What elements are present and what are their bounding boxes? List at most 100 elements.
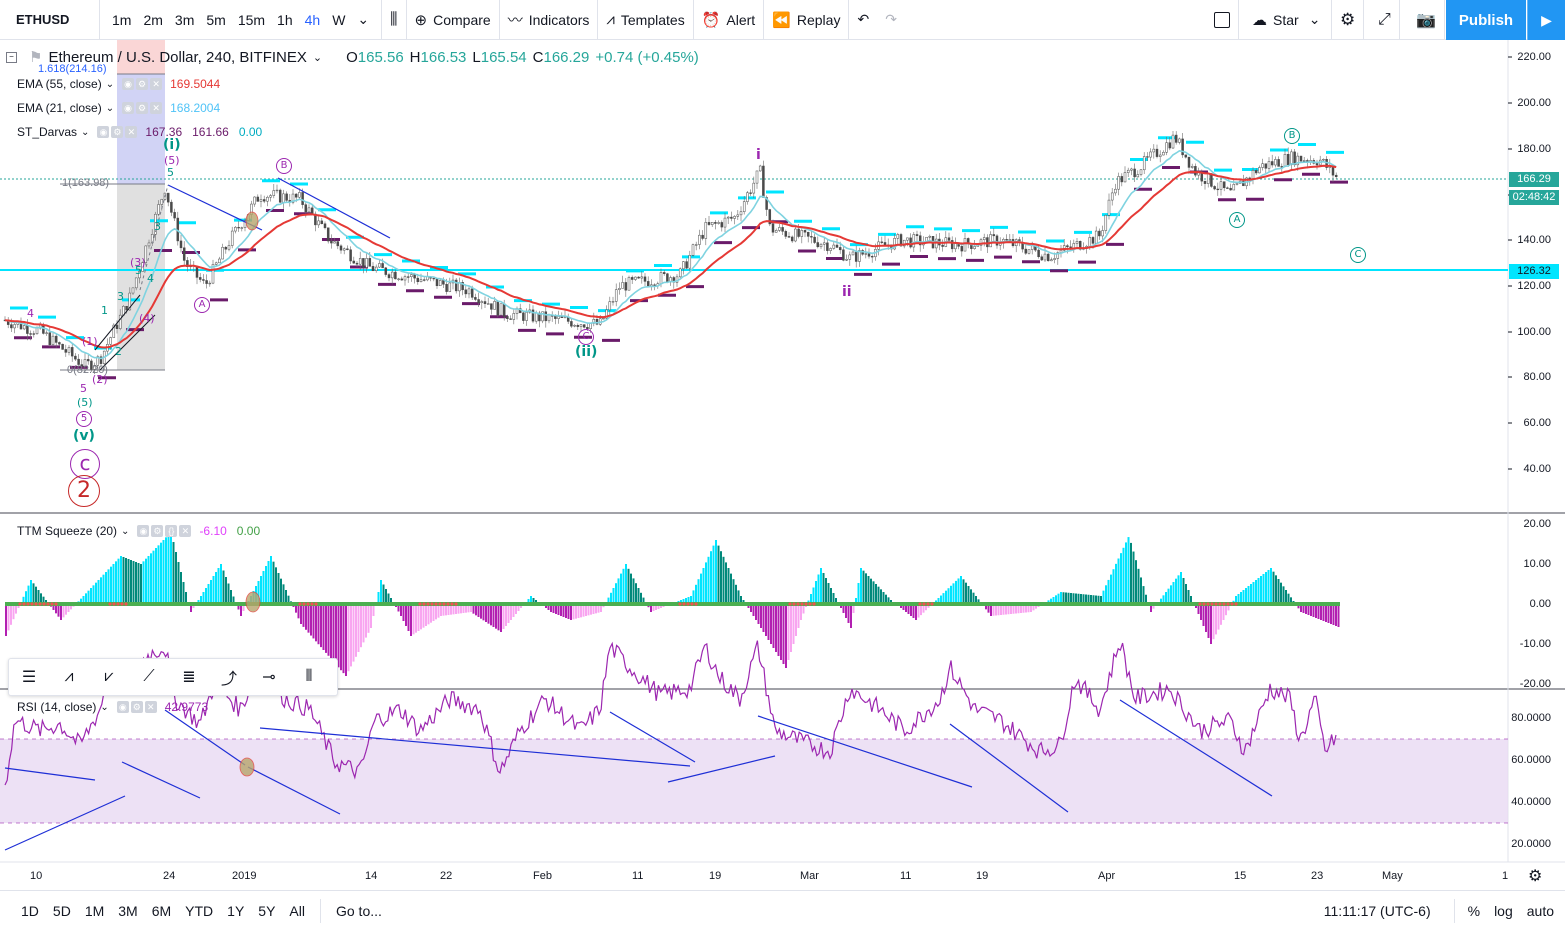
clock-display[interactable]: 11:11:17 (UTC-6) — [1323, 903, 1431, 919]
fib-retracement-icon[interactable]: ≣ — [182, 669, 196, 686]
range-5d[interactable]: 5D — [52, 903, 71, 919]
gear-icon[interactable]: ⚙ — [151, 525, 164, 537]
wave-label-n1[interactable]: 1 — [101, 304, 108, 317]
interval-1m[interactable]: 1m — [112, 11, 132, 28]
close-icon[interactable]: ✕ — [150, 78, 163, 90]
gear-icon[interactable]: ⚙ — [136, 78, 149, 90]
indicators-button[interactable]: 〰 Indicators — [500, 0, 599, 40]
channel-line-2[interactable] — [99, 314, 156, 371]
publish-menu-button[interactable]: ▶ — [1527, 0, 1565, 40]
gear-icon[interactable]: ⚙ — [1528, 868, 1543, 885]
elliott-correction-icon[interactable]: ⩗ — [104, 668, 114, 685]
braces-icon[interactable]: {} — [165, 525, 178, 537]
range-5y[interactable]: 5Y — [258, 903, 276, 919]
close-icon[interactable]: ✕ — [179, 525, 192, 537]
elliott-impulse-icon[interactable]: ⩘ — [64, 668, 74, 685]
eye-icon[interactable]: ◉ — [116, 701, 129, 713]
wave-label-p2[interactable]: (2) — [92, 373, 108, 386]
trendline-icon[interactable]: ⟋ — [143, 668, 155, 685]
interval-15m[interactable]: 15m — [237, 11, 266, 28]
wave-label-A-teal[interactable]: A — [1229, 212, 1245, 228]
rsi-legend[interactable]: RSI (14, close) ⌄ ◉ ⚙ ✕ 42.9773 — [17, 700, 208, 714]
log-toggle[interactable]: log — [1494, 903, 1513, 919]
wave-label-v[interactable]: (v) — [73, 428, 95, 444]
eye-icon[interactable]: ◉ — [137, 525, 150, 537]
interval-3m[interactable]: 3m — [174, 11, 195, 28]
undo-button[interactable]: ↶ — [849, 0, 877, 40]
wave-label-C-purple[interactable]: C — [578, 329, 594, 345]
wave-label-B-purple[interactable]: B — [276, 158, 292, 174]
chevron-down-icon[interactable]: ⌄ — [357, 11, 370, 27]
pitchfork-icon[interactable]: ⫴ — [305, 668, 313, 685]
ttm-legend[interactable]: TTM Squeeze (20) ⌄ ◉ ⚙{} ✕ -6.10 0.00 — [17, 524, 260, 538]
interval-4h[interactable]: 4h — [304, 11, 321, 28]
snapshot-button[interactable]: 📷 — [1408, 0, 1445, 40]
flag-icon[interactable]: ⚑ — [29, 49, 43, 66]
wave-label-ii-paren[interactable]: (ii) — [575, 344, 598, 360]
interval-1h[interactable]: 1h — [277, 11, 293, 28]
series-title[interactable]: Ethereum / U.S. Dollar, 240, BITFINEX — [48, 48, 307, 66]
time-axis[interactable] — [0, 862, 1510, 890]
wave-label-A-purple[interactable]: A — [194, 297, 210, 313]
wave-label-w5[interactable]: 5 — [80, 382, 87, 395]
gear-icon[interactable]: ⚙ — [136, 102, 149, 114]
templates-button[interactable]: ⩘ Templates — [598, 0, 694, 40]
channel-line-1[interactable] — [94, 294, 141, 351]
chart-canvas[interactable] — [0, 40, 1565, 890]
wave-label-circ5[interactable]: 5 — [76, 411, 92, 427]
ema21-legend[interactable]: EMA (21, close) ⌄ ◉ ⚙ ✕ 168.2004 — [17, 101, 220, 115]
darvas-legend[interactable]: ST_Darvas ⌄ ◉ ⚙ ✕ 167.36 161.66 0.00 — [17, 125, 262, 139]
interval-w[interactable]: W — [332, 11, 346, 28]
star-button[interactable]: ☁ Star ⌄ — [1244, 0, 1332, 40]
interval-5m[interactable]: 5m — [206, 11, 226, 28]
ema55-legend[interactable]: EMA (55, close) ⌄ ◉ ⚙ ✕ 169.5044 — [17, 77, 220, 91]
range-1d[interactable]: 1D — [21, 903, 39, 919]
trendline-2[interactable] — [277, 177, 391, 239]
publish-button[interactable]: Publish — [1446, 0, 1526, 40]
close-icon[interactable]: ✕ — [150, 102, 163, 114]
goto-button[interactable]: Go to... — [335, 903, 382, 919]
wave-label-p5[interactable]: (5) — [77, 396, 93, 409]
fullscreen-button[interactable]: ⤢ — [1370, 0, 1400, 40]
wave-label-p5-top[interactable]: (5) — [164, 154, 180, 167]
range-1y[interactable]: 1Y — [227, 903, 245, 919]
wave-label-ii-small[interactable]: ii — [842, 284, 852, 300]
replay-button[interactable]: ⏪ Replay — [764, 0, 850, 40]
horizontal-ray-icon[interactable]: ⊸ — [262, 669, 276, 686]
gear-icon[interactable]: ⚙ — [111, 126, 124, 138]
percent-toggle[interactable]: % — [1467, 903, 1481, 919]
range-3m[interactable]: 3M — [118, 903, 138, 919]
wave-label-n4[interactable]: 4 — [147, 272, 154, 285]
interval-2m[interactable]: 2m — [143, 11, 163, 28]
wave-label-p4[interactable]: (4) — [139, 312, 155, 325]
close-icon[interactable]: ✕ — [125, 126, 138, 138]
eye-icon[interactable]: ◉ — [122, 78, 135, 90]
chevron-down-icon[interactable]: ⌄ — [312, 51, 323, 64]
alert-button[interactable]: ⏰ Alert — [694, 0, 765, 40]
wave-label-5-top[interactable]: 5 — [167, 166, 174, 179]
chart-type-button[interactable]: ⫼ — [382, 0, 407, 40]
wave-label-4[interactable]: 4 — [27, 307, 34, 320]
wave-label-B-teal[interactable]: B — [1284, 128, 1300, 144]
layout-button[interactable] — [1206, 0, 1239, 40]
settings-button[interactable]: ⚙ — [1332, 0, 1365, 40]
close-icon[interactable]: ✕ — [144, 701, 157, 713]
wave-label-p1[interactable]: (1) — [82, 335, 98, 348]
range-ytd[interactable]: YTD — [185, 903, 214, 919]
eye-icon[interactable]: ◉ — [97, 126, 110, 138]
wave-label-n3[interactable]: 3 — [117, 290, 124, 303]
eye-icon[interactable]: ◉ — [122, 102, 135, 114]
wave-label-n3b[interactable]: 3 — [154, 220, 161, 233]
rsi-trendlines[interactable] — [4, 699, 1273, 851]
wave-label-i-paren[interactable]: (i) — [163, 137, 181, 153]
collapse-icon[interactable]: − — [6, 51, 17, 63]
range-6m[interactable]: 6M — [151, 903, 172, 919]
gear-icon[interactable]: ⚙ — [130, 701, 143, 713]
wave-label-n5[interactable]: 5 — [135, 264, 142, 277]
wave-label-p3[interactable]: (3) — [130, 256, 146, 269]
wave-label-n2[interactable]: 2 — [115, 345, 122, 358]
range-all[interactable]: All — [289, 903, 305, 919]
symbol-search[interactable]: ETHUSD — [0, 0, 100, 40]
wave-label-2[interactable]: 2 — [68, 475, 100, 507]
range-1m[interactable]: 1M — [84, 903, 105, 919]
